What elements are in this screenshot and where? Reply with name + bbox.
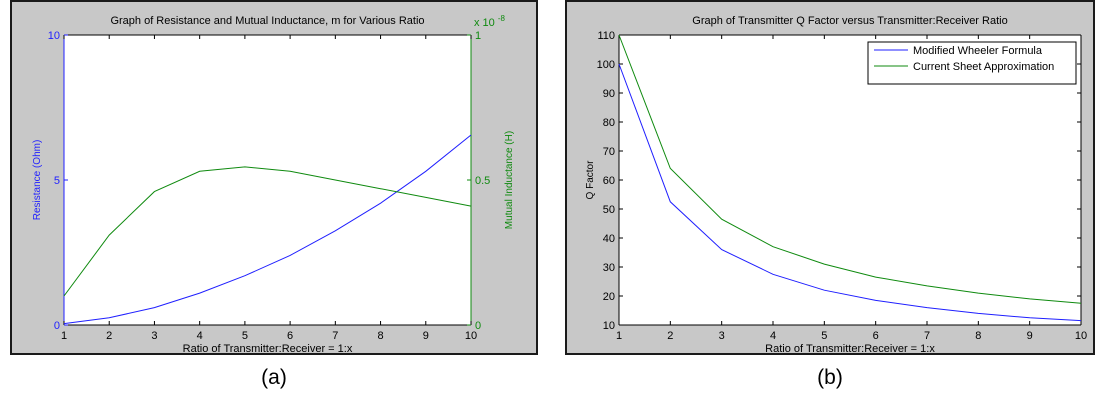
chart-b-xtick-label: 6 xyxy=(873,330,879,342)
chart-a-xtick-label: 9 xyxy=(423,330,429,342)
chart-a-ylabel-left: Resistance (Ohm) xyxy=(32,140,43,221)
chart-a-ytick-label: 5 xyxy=(54,175,60,187)
chart-b-ytick-label: 50 xyxy=(603,204,615,216)
chart-b-xtick-label: 2 xyxy=(667,330,673,342)
chart-b-xtick-label: 1 xyxy=(616,330,622,342)
chart-a-xlabel: Ratio of Transmitter:Receiver = 1:x xyxy=(183,343,353,355)
chart-a-y2tick-label: 0 xyxy=(475,320,481,332)
chart-a-y2tick-label: 1 xyxy=(475,30,481,42)
chart-b-series-line-1 xyxy=(618,63,1082,322)
chart-b-xtick-label: 10 xyxy=(1075,330,1087,342)
chart-b-xtick-label: 7 xyxy=(924,330,930,342)
chart-b-ytick-label: 110 xyxy=(597,30,615,42)
chart-b-xtick-label: 5 xyxy=(821,330,827,342)
chart-b-ytick-label: 80 xyxy=(603,117,615,129)
chart-b-ytick-label: 30 xyxy=(603,262,615,274)
chart-a-xtick-label: 8 xyxy=(377,330,383,342)
chart-b-legend-label: Current Sheet Approximation xyxy=(913,61,1054,73)
chart-b-ytick-label: 10 xyxy=(603,320,615,332)
chart-b-ytick-label: 100 xyxy=(597,59,615,71)
chart-b-series-line-2 xyxy=(618,34,1082,304)
chart-b-legend-box xyxy=(867,41,1077,85)
chart-b-title: Graph of Transmitter Q Factor versus Tra… xyxy=(692,15,1007,27)
chart-a-title: Graph of Resistance and Mutual Inductanc… xyxy=(110,15,424,27)
chart-a-xtick-label: 6 xyxy=(287,330,293,342)
chart-a-ytick-label: 10 xyxy=(48,30,60,42)
caption-b: (b) xyxy=(817,366,843,389)
chart-b-xtick-label: 8 xyxy=(975,330,981,342)
chart-b-ytick-label: 90 xyxy=(603,88,615,100)
chart-b-svg: Graph of Transmitter Q Factor versus Tra… xyxy=(585,15,1087,355)
chart-a-right-exponent-base: x 10 xyxy=(474,17,495,29)
chart-a-xtick-label: 5 xyxy=(242,330,248,342)
plot-area-a xyxy=(64,35,471,325)
chart-panel-a: Graph of Resistance and Mutual Inductanc… xyxy=(10,0,538,355)
chart-a-series-line-2 xyxy=(63,166,472,297)
chart-b-ytick-label: 40 xyxy=(603,233,615,245)
chart-b-xtick-label: 3 xyxy=(719,330,725,342)
chart-b-xlabel: Ratio of Transmitter:Receiver = 1:x xyxy=(765,343,935,355)
chart-panel-b: Graph of Transmitter Q Factor versus Tra… xyxy=(565,0,1095,355)
chart-a-svg: Graph of Resistance and Mutual Inductanc… xyxy=(32,14,515,355)
chart-a-y2tick-label: 0.5 xyxy=(475,175,490,187)
chart-a-xtick-label: 4 xyxy=(197,330,203,342)
caption-a: (a) xyxy=(261,366,287,389)
chart-b-ylabel: Q Factor xyxy=(585,160,596,200)
chart-a-right-exponent-power: -8 xyxy=(498,14,506,23)
chart-a-series-line-1 xyxy=(63,134,472,325)
chart-a-xtick-label: 2 xyxy=(106,330,112,342)
chart-b-ytick-label: 70 xyxy=(603,146,615,158)
chart-a-xtick-label: 3 xyxy=(151,330,157,342)
chart-a-xtick-label: 10 xyxy=(465,330,477,342)
chart-a-ytick-label: 0 xyxy=(54,320,60,332)
chart-a-xtick-label: 7 xyxy=(332,330,338,342)
chart-b-ytick-label: 20 xyxy=(603,291,615,303)
chart-b-xtick-label: 4 xyxy=(770,330,776,342)
chart-b-xtick-label: 9 xyxy=(1027,330,1033,342)
chart-b-ytick-label: 60 xyxy=(603,175,615,187)
chart-a-xtick-label: 1 xyxy=(61,330,67,342)
chart-a-right-exponent: x 10 -8 xyxy=(474,14,506,29)
chart-b-legend-label: Modified Wheeler Formula xyxy=(913,45,1043,57)
chart-a-ylabel-right: Mutual Inductance (H) xyxy=(504,131,515,229)
